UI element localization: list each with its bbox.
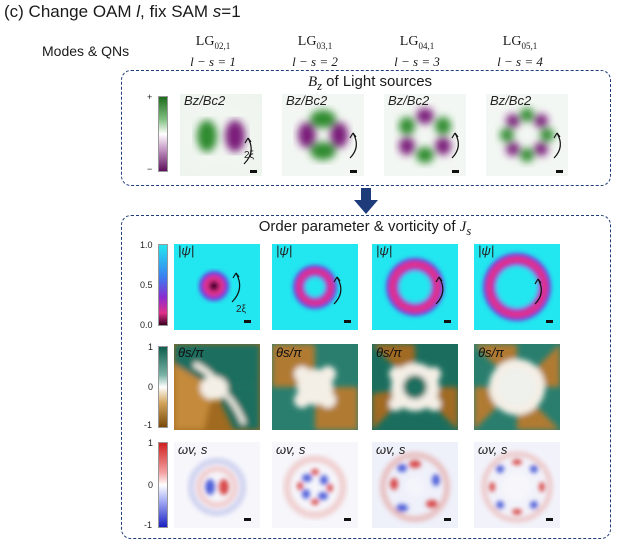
theta-colorbar — [158, 346, 168, 428]
order-parameter-panel — [121, 215, 611, 539]
scale-bar — [444, 320, 451, 323]
curved-arrow-icon — [451, 132, 459, 159]
mode-header-4: LG05,1 l − s = 4 — [497, 34, 543, 69]
psi-image-mode-3 — [372, 244, 458, 330]
omega-image-mode-4 — [474, 442, 560, 528]
mode-header-1: LG02,1 l − s = 1 — [190, 34, 236, 69]
mode-header-2: LG03,1 l − s = 2 — [292, 34, 338, 69]
bz-image-mode-2 — [282, 94, 364, 176]
scale-bar — [546, 320, 553, 323]
theta-label-2: θs/π — [276, 345, 302, 360]
bz-image-mode-3 — [384, 94, 466, 176]
psi-label-2: |ψ| — [276, 243, 293, 258]
omega-tick-mid: 0 — [148, 480, 154, 490]
theta-label-3: θs/π — [376, 345, 402, 360]
psi-image-mode-1 — [174, 244, 260, 330]
omega-tick-top: 1 — [148, 438, 154, 448]
theta-image-mode-2 — [272, 344, 358, 430]
theta-image-mode-3 — [372, 344, 458, 430]
omega-label-2: ωv, s — [276, 442, 306, 457]
curved-arrow-icon — [231, 272, 241, 303]
figure-title: (c) Change OAM l, fix SAM s=1 — [4, 2, 241, 21]
bz-colorbar — [158, 96, 168, 172]
bz-label-2: Bz/Bc2 — [286, 93, 328, 108]
psi-tick-top: 1.0 — [140, 240, 153, 250]
curved-arrow-icon — [349, 132, 357, 159]
curved-arrow-icon — [553, 132, 561, 159]
psi-colorbar — [158, 244, 168, 326]
bz-image-mode-4 — [486, 94, 568, 176]
psi-image-mode-4 — [474, 244, 560, 330]
bz-image-mode-1 — [180, 94, 262, 176]
omega-label-3: ωv, s — [376, 442, 406, 457]
order-panel-title: Order parameter & vorticity of Js — [258, 218, 472, 238]
scale-bar — [344, 320, 351, 323]
theta-image-mode-4 — [474, 344, 560, 430]
flow-down-arrow-icon — [354, 188, 378, 214]
theta-label-4: θs/π — [478, 345, 504, 360]
light-panel-title: Bz of Light sources — [307, 73, 433, 93]
scale-bar — [244, 518, 251, 521]
scale-bar — [444, 518, 451, 521]
scale-bar — [350, 170, 357, 173]
scale-bar — [556, 170, 563, 173]
theta-tick-mid: 0 — [148, 382, 154, 392]
scale-bar — [344, 518, 351, 521]
bz-label-1: Bz/Bc2 — [184, 93, 226, 108]
modes-qns-label: Modes & QNs — [42, 43, 130, 59]
light-source-panel — [121, 70, 611, 186]
curved-arrow-icon — [534, 278, 542, 305]
psi-label-4: |ψ| — [478, 243, 495, 258]
bz-lobe-positive — [197, 120, 217, 152]
omega-image-mode-2 — [272, 442, 358, 528]
psi-label-3: |ψ| — [376, 243, 393, 258]
theta-tick-bottom: -1 — [144, 420, 153, 430]
bz-lobe-negative — [225, 120, 245, 152]
scale-bar — [546, 518, 553, 521]
psi-image-mode-2 — [272, 244, 358, 330]
scale-bar — [244, 320, 251, 323]
omega-image-mode-3 — [372, 442, 458, 528]
psi-tick-mid: 0.5 — [140, 280, 153, 290]
bz-label-3: Bz/Bc2 — [388, 93, 430, 108]
theta-image-mode-1 — [174, 344, 260, 430]
omega-label-4: ωv, s — [478, 442, 508, 457]
scale-length-label: 2ξ — [244, 150, 255, 161]
omega-image-mode-1 — [174, 442, 260, 528]
psi-label-1: |ψ| — [178, 243, 195, 258]
bz-colorbar-top-label: + — [147, 92, 153, 102]
curved-arrow-icon — [333, 276, 342, 305]
omega-label-1: ωv, s — [178, 442, 208, 457]
theta-tick-top: 1 — [148, 342, 154, 352]
omega-tick-bottom: -1 — [144, 520, 153, 530]
theta-label-1: θs/π — [178, 345, 204, 360]
mode-header-3: LG04,1 l − s = 3 — [394, 34, 440, 69]
curved-arrow-icon — [243, 137, 252, 165]
scale-bar — [452, 170, 459, 173]
scale-bar — [250, 170, 257, 173]
psi-scale-label: 2ξ — [236, 304, 247, 315]
bz-colorbar-bottom-label: − — [147, 164, 153, 174]
omega-colorbar — [158, 442, 168, 528]
bz-label-4: Bz/Bc2 — [490, 93, 532, 108]
curved-arrow-icon — [435, 276, 444, 305]
psi-tick-bottom: 0.0 — [140, 320, 153, 330]
